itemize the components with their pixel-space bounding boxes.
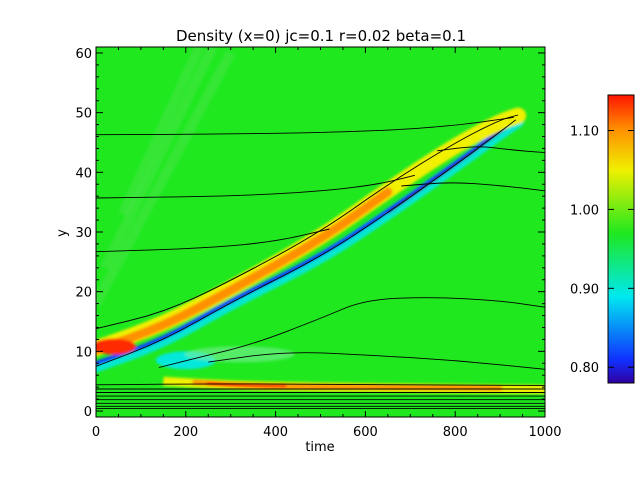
x-tick-label: 800 [443, 425, 468, 440]
colorbar-tick-label: 1.00 [570, 203, 599, 218]
y-axis: 0 10 20 30 40 50 60 [75, 47, 545, 420]
contour-line [158, 297, 545, 368]
plot-area [96, 47, 545, 417]
wave-orange-band [96, 187, 393, 355]
x-axis: 0 200 400 600 800 1000 [92, 47, 562, 440]
colorbar-axis: 0.80 0.90 1.00 1.10 [570, 125, 634, 376]
y-tick-label: 0 [84, 405, 92, 420]
y-tick-label: 20 [75, 286, 92, 301]
x-tick-label: 200 [173, 425, 198, 440]
colorbar-tick-label: 0.90 [570, 282, 599, 297]
lower-band-red [206, 381, 287, 388]
y-tick-label: 50 [75, 107, 92, 122]
x-tick-label: 0 [92, 425, 100, 440]
colorbar-tick-label: 1.10 [570, 125, 599, 140]
y-tick-label: 60 [75, 47, 92, 62]
texture-stripe [96, 50, 236, 306]
y-tick-label: 40 [75, 166, 92, 181]
contour-line [96, 228, 330, 253]
wake-cyan-band [96, 116, 524, 373]
x-tick-label: 1000 [528, 425, 561, 440]
contour-line [96, 119, 517, 367]
contour-line [437, 146, 545, 154]
contour-line [96, 114, 519, 330]
x-tick-label: 600 [353, 425, 378, 440]
y-tick-label: 10 [75, 345, 92, 360]
peak-red-spot [96, 338, 136, 355]
x-tick-label: 400 [263, 425, 288, 440]
y-axis-title: y [55, 229, 70, 237]
contour-line [96, 383, 545, 386]
contour-line [208, 352, 545, 370]
colorbar-tick-label: 0.80 [570, 361, 599, 376]
contour-line [96, 116, 514, 136]
colorbar [607, 94, 635, 384]
texture-stripe [118, 47, 204, 217]
texture-stripe [100, 47, 218, 270]
contour-line [96, 174, 415, 199]
chart-title: Density (x=0) jc=0.1 r=0.02 beta=0.1 [176, 27, 466, 45]
pale-region [184, 346, 295, 363]
y-tick-label: 30 [75, 226, 92, 241]
x-axis-title: time [305, 440, 334, 455]
contour-line [401, 182, 545, 192]
